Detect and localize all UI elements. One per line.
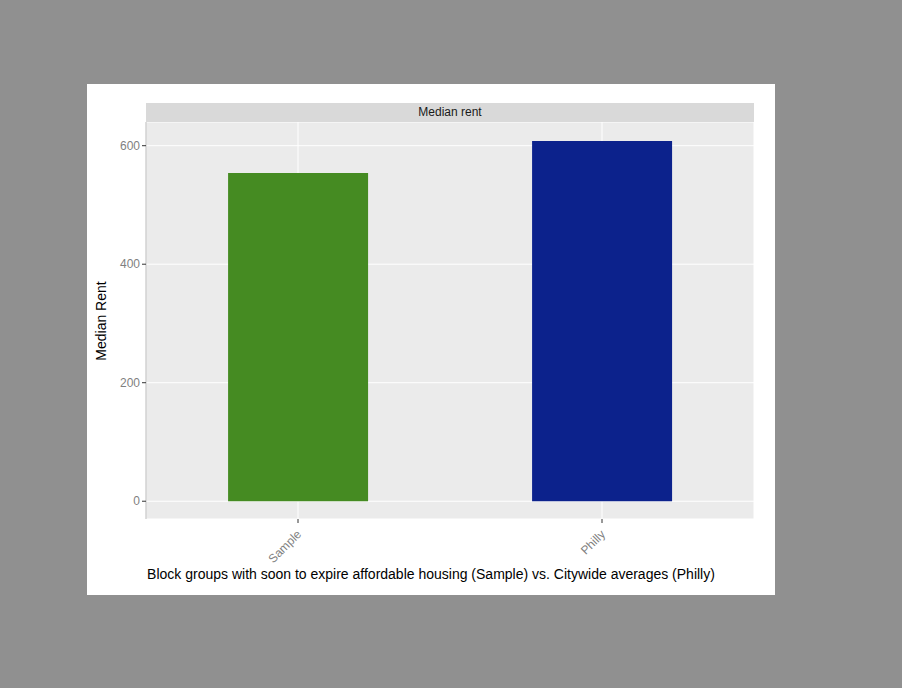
- html-text:Block groups with soon to expi: Block groups with soon to expire afforda…: [147, 566, 715, 582]
- svg-text:200: 200: [120, 376, 140, 390]
- svg-text:600: 600: [120, 139, 140, 153]
- svg-text:0: 0: [133, 494, 140, 508]
- svg-text:400: 400: [120, 257, 140, 271]
- svg-text:Sample: Sample: [265, 527, 304, 566]
- svg-text:Philly: Philly: [578, 527, 608, 557]
- html-text:Median Rent: Median Rent: [93, 280, 109, 361]
- html-text:Median rent: Median rent: [418, 105, 482, 119]
